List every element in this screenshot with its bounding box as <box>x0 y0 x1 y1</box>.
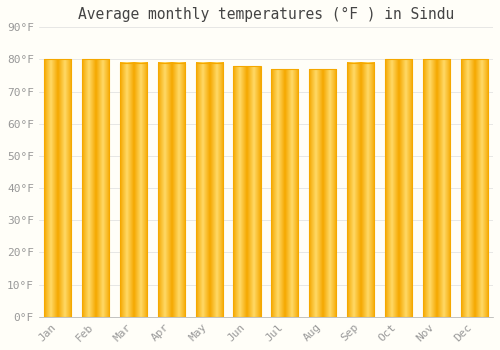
Bar <box>309 69 336 317</box>
Bar <box>82 60 109 317</box>
Bar <box>347 63 374 317</box>
Bar <box>234 66 260 317</box>
Bar <box>158 63 185 317</box>
Bar <box>422 60 450 317</box>
Bar <box>271 69 298 317</box>
Bar <box>44 60 72 317</box>
Bar <box>196 63 223 317</box>
Bar <box>385 60 412 317</box>
Bar <box>460 60 488 317</box>
Bar <box>120 63 147 317</box>
Title: Average monthly temperatures (°F ) in Sindu: Average monthly temperatures (°F ) in Si… <box>78 7 454 22</box>
